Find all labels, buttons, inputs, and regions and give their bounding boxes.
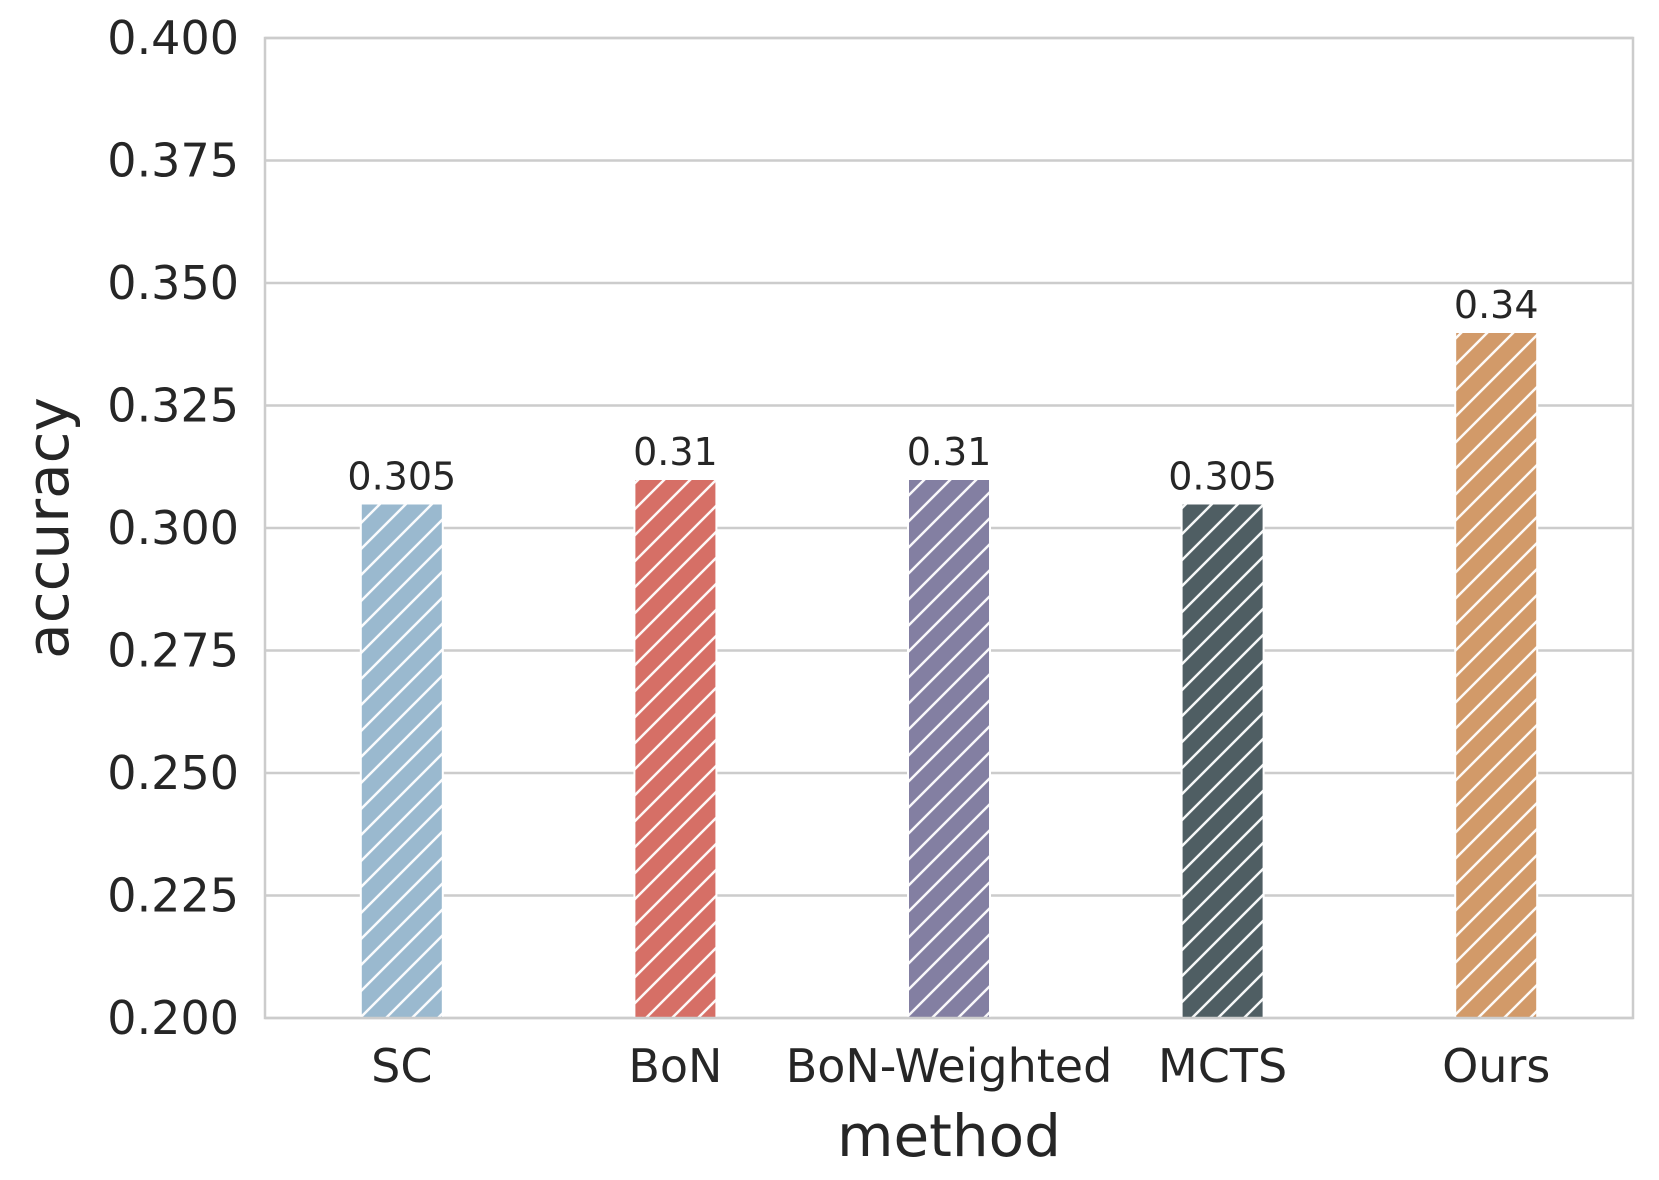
y-tick-label: 0.325 bbox=[107, 379, 239, 433]
bar bbox=[359, 502, 444, 1019]
x-axis-ticks: SC BoN BoN-Weighted MCTS Ours bbox=[371, 1039, 1550, 1093]
bar-hatch bbox=[359, 502, 444, 1019]
bars bbox=[359, 331, 1539, 1019]
y-tick-label: 0.275 bbox=[107, 624, 239, 678]
y-tick-label: 0.375 bbox=[107, 134, 239, 188]
y-tick-label: 0.200 bbox=[107, 991, 239, 1045]
bar-hatch bbox=[907, 478, 991, 1019]
bar-value-label: 0.31 bbox=[907, 430, 992, 474]
bar bbox=[1454, 331, 1539, 1019]
bar bbox=[1180, 502, 1265, 1019]
x-tick-label: MCTS bbox=[1158, 1039, 1287, 1093]
x-tick-label: Ours bbox=[1442, 1039, 1550, 1093]
bar-value-label: 0.31 bbox=[633, 430, 718, 474]
x-tick-label: BoN bbox=[628, 1039, 722, 1093]
data-labels: 0.305 0.31 0.31 0.305 0.34 bbox=[347, 283, 1538, 499]
bar-value-label: 0.305 bbox=[1168, 455, 1277, 499]
y-tick-label: 0.350 bbox=[107, 256, 239, 310]
y-tick-label: 0.225 bbox=[107, 869, 239, 923]
y-axis-ticks: 0.200 0.225 0.250 0.275 0.300 0.325 0.350 0.375… bbox=[107, 11, 239, 1045]
y-axis-title: accuracy bbox=[14, 397, 82, 659]
bar bbox=[633, 478, 718, 1019]
bar-hatch bbox=[1180, 502, 1265, 1019]
bar-value-label: 0.34 bbox=[1454, 283, 1539, 327]
x-axis-title: method bbox=[837, 1102, 1061, 1170]
y-tick-label: 0.250 bbox=[107, 746, 239, 800]
x-tick-label: BoN-Weighted bbox=[786, 1039, 1113, 1093]
x-tick-label: SC bbox=[371, 1039, 432, 1093]
plot-frame bbox=[263, 36, 1635, 1020]
bar bbox=[907, 478, 991, 1019]
y-tick-label: 0.300 bbox=[107, 501, 239, 555]
bar-hatch bbox=[633, 478, 718, 1019]
y-tick-label: 0.400 bbox=[107, 11, 239, 65]
bar-value-label: 0.305 bbox=[347, 455, 456, 499]
bar-hatch bbox=[1454, 331, 1539, 1019]
